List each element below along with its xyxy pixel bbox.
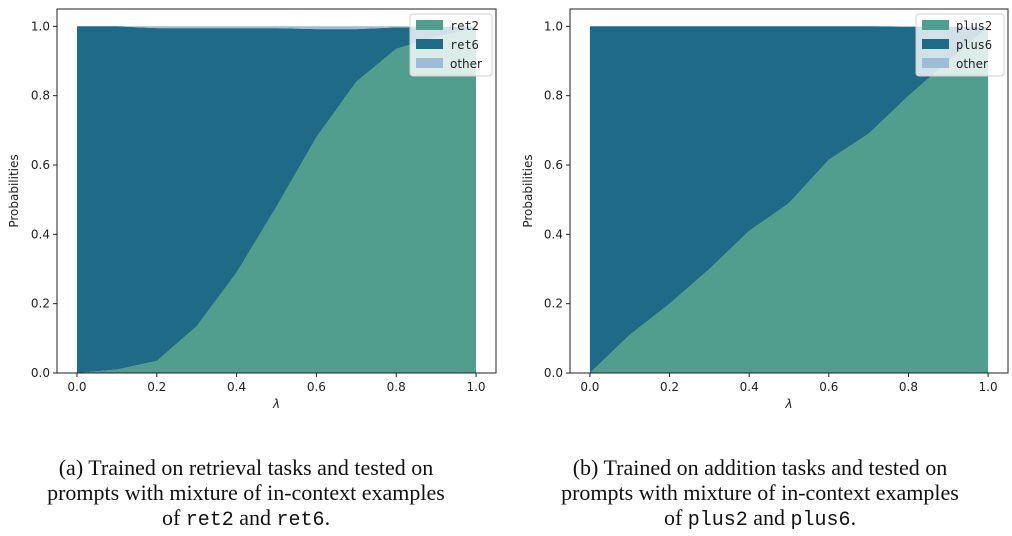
x-tick-label: 0.0	[67, 380, 86, 394]
chart-panel-a: 0.0 0.2 0.4 0.6 0.8 1.0 0.0 0.2 0.4 0.6 0.8 1.0 λ Pro…	[7, 8, 497, 411]
caption-text: of	[161, 505, 186, 530]
axes-frame	[56, 8, 497, 374]
y-tick-label: 0.2	[544, 297, 563, 311]
legend: ret2 ret6 other	[409, 13, 493, 77]
caption-b: (b) Trained on addition tasks and tested…	[540, 455, 980, 533]
legend-label-plus6: plus6	[956, 38, 992, 52]
caption-a-line3: of ret2 and ret6.	[26, 505, 466, 533]
stacked-area-chart-a: 0.0 0.2 0.4 0.6 0.8 1.0 0.0 0.2 0.4 0.6 0.8 1.0 λ Pro…	[7, 8, 497, 411]
code-plus6: plus6	[790, 509, 851, 532]
area-other	[77, 26, 476, 30]
caption-text: and	[747, 505, 791, 530]
x-tick-label: 0.2	[660, 380, 679, 394]
caption-a: (a) Trained on retrieval tasks and teste…	[26, 455, 466, 533]
caption-b-line1: (b) Trained on addition tasks and tested…	[572, 455, 948, 480]
x-tick-label: 0.8	[387, 380, 406, 394]
y-tick-label: 0.0	[31, 366, 50, 380]
legend-swatch-other	[922, 58, 949, 68]
y-tick-label: 0.8	[31, 89, 50, 103]
x-tick-label: 0.8	[899, 380, 918, 394]
legend-label-other: other	[956, 57, 988, 71]
y-tick-label: 0.0	[544, 366, 563, 380]
legend-label-ret2: ret2	[450, 19, 479, 33]
x-tick-label: 0.0	[580, 380, 599, 394]
caption-b-line2: prompts with mixture of in-context examp…	[561, 480, 959, 505]
x-tick-label: 0.6	[307, 380, 326, 394]
y-tick-label: 0.4	[544, 227, 563, 241]
x-tick-label: 1.0	[466, 380, 485, 394]
chart-panel-b: 0.0 0.2 0.4 0.6 0.8 1.0 0.0 0.2 0.4 0.6 0.8 1.0 λ Pro…	[506, 0, 1012, 536]
area-ret2	[77, 28, 476, 373]
y-tick-label: 0.2	[31, 297, 50, 311]
code-ret6: ret6	[276, 509, 325, 532]
caption-text: of	[663, 505, 688, 530]
x-tick-label: 0.4	[227, 380, 246, 394]
area-plus2	[589, 27, 989, 373]
x-axis-label: λ	[784, 397, 792, 411]
y-axis-label: Probabilities	[521, 154, 535, 227]
legend-swatch-ret6	[416, 39, 443, 49]
y-tick-label: 0.6	[31, 158, 50, 172]
y-tick-label: 0.6	[544, 158, 563, 172]
x-axis-label: λ	[272, 397, 280, 411]
caption-b-line3: of plus2 and plus6.	[540, 505, 980, 533]
axes-frame	[569, 8, 1009, 374]
y-axis-label: Probabilities	[7, 154, 21, 227]
legend-label-plus2: plus2	[956, 19, 992, 33]
caption-text: and	[233, 505, 277, 530]
caption-text: .	[324, 505, 331, 530]
legend-swatch-other	[416, 58, 443, 68]
x-tick-label: 0.6	[819, 380, 838, 394]
area-ret6	[77, 26, 476, 374]
legend-swatch-plus6	[922, 39, 949, 49]
caption-text: .	[850, 505, 857, 530]
legend: plus2 plus6 other	[915, 13, 1005, 77]
legend-label-ret6: ret6	[450, 38, 479, 52]
y-tick-label: 1.0	[31, 19, 50, 33]
y-tick-label: 1.0	[544, 19, 563, 33]
y-tick-label: 0.8	[544, 89, 563, 103]
x-tick-label: 0.2	[147, 380, 166, 394]
legend-swatch-ret2	[416, 20, 443, 30]
x-tick-label: 1.0	[979, 380, 998, 394]
legend-label-other: other	[450, 57, 482, 71]
stacked-area-chart-b: 0.0 0.2 0.4 0.6 0.8 1.0 0.0 0.2 0.4 0.6 0.8 1.0 λ Pro…	[521, 8, 1009, 411]
caption-a-line1: (a) Trained on retrieval tasks and teste…	[58, 455, 434, 480]
y-tick-label: 0.4	[31, 227, 50, 241]
x-tick-label: 0.4	[740, 380, 759, 394]
legend-swatch-plus2	[922, 20, 949, 30]
code-ret2: ret2	[185, 509, 234, 532]
area-plus6	[589, 26, 989, 374]
code-plus2: plus2	[687, 509, 748, 532]
caption-a-line2: prompts with mixture of in-context examp…	[47, 480, 445, 505]
